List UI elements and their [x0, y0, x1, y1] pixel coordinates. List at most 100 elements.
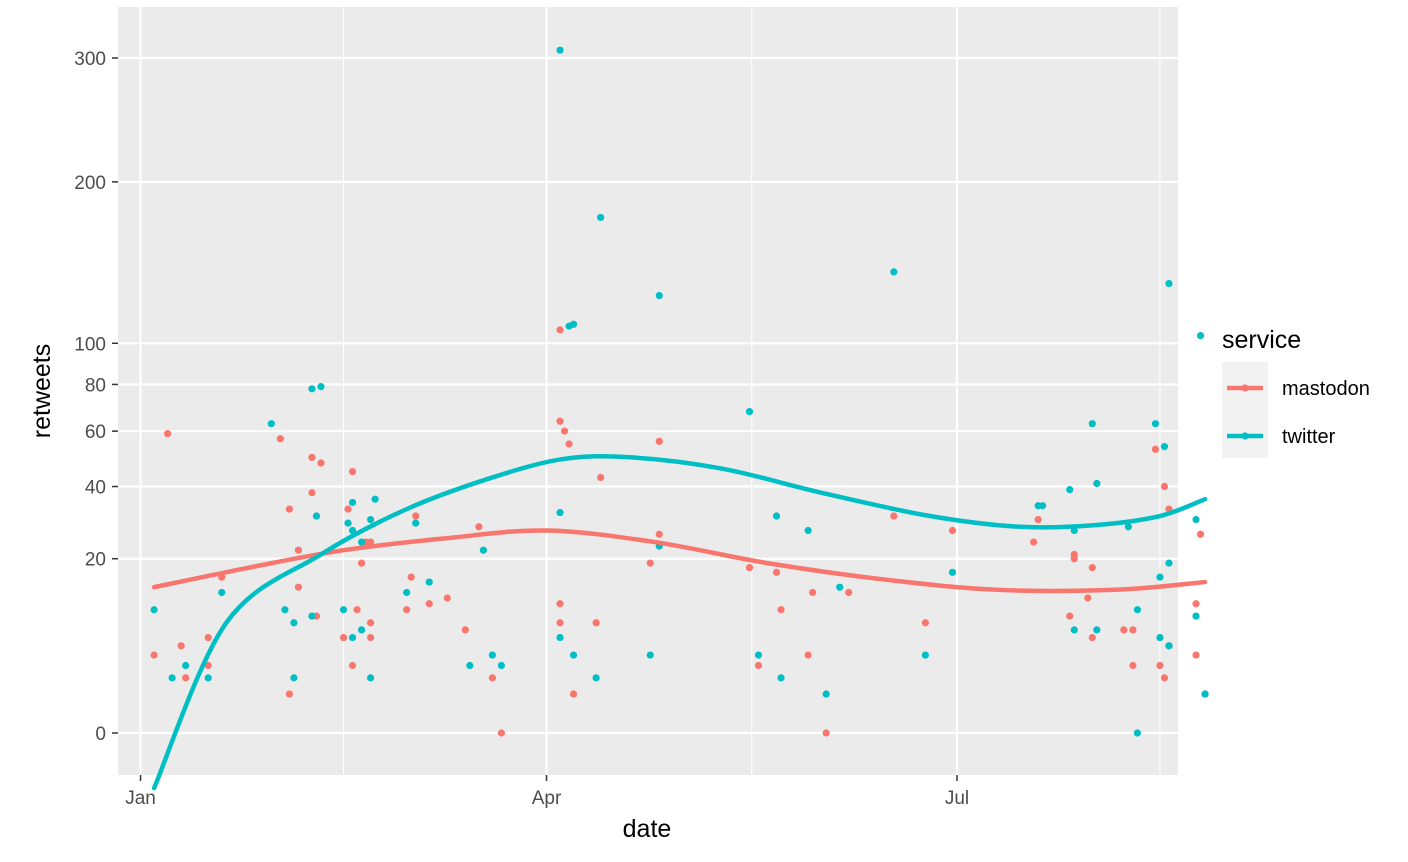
twitter-point	[312, 512, 321, 520]
twitter-point	[1160, 443, 1169, 451]
twitter-point	[267, 420, 275, 428]
mastodon-point	[845, 588, 853, 597]
twitter-point	[890, 268, 898, 276]
mastodon-point	[308, 489, 316, 497]
twitter-point	[317, 383, 325, 391]
twitter-point	[592, 674, 600, 682]
mastodon-point	[1192, 600, 1200, 608]
mastodon-point	[1088, 633, 1096, 642]
y-tick-label: 20	[85, 550, 106, 571]
mastodon-point	[655, 530, 663, 538]
mastodon-point	[560, 427, 569, 435]
twitter-point	[777, 674, 785, 682]
mastodon-point	[443, 594, 451, 602]
twitter-point	[290, 674, 298, 682]
minor-gridlines	[342, 7, 1161, 775]
mastodon-point	[1129, 661, 1137, 670]
mastodon-legend-point	[1241, 384, 1249, 392]
mastodon-point	[488, 674, 496, 682]
twitter-point	[836, 583, 844, 591]
mastodon-point	[285, 505, 294, 513]
mastodon-point	[285, 690, 294, 698]
mastodon-point	[366, 633, 375, 642]
twitter-point	[1192, 612, 1200, 620]
mastodon-point	[1196, 530, 1205, 538]
y-tick-label: 100	[74, 334, 106, 355]
x-tick-label: Jul	[945, 788, 969, 809]
mastodon-point	[1160, 482, 1169, 491]
twitter-point	[308, 612, 316, 620]
y-tick-label: 80	[85, 375, 106, 396]
twitter-point	[425, 578, 433, 586]
twitter-point	[1093, 626, 1101, 634]
y-axis: 0 20 40 60 80 100 200 300	[74, 49, 118, 745]
twitter-point	[466, 661, 474, 670]
twitter-point	[1156, 633, 1164, 642]
twitter-point	[150, 606, 158, 614]
mastodon-point	[348, 467, 357, 476]
mastodon-point	[921, 619, 930, 627]
twitter-point	[1088, 420, 1096, 428]
twitter-point	[218, 588, 226, 597]
y-axis-title: retweets	[28, 344, 56, 438]
twitter-point	[556, 633, 564, 642]
mastodon-point	[276, 435, 284, 443]
mastodon-point	[890, 512, 898, 520]
twitter-point	[1151, 420, 1160, 428]
x-axis: Jan Apr Jul	[125, 775, 969, 809]
mastodon-point	[339, 633, 348, 642]
mastodon-point	[556, 417, 564, 425]
twitter-point	[556, 508, 564, 517]
legend: service mastodon twitter	[1222, 326, 1370, 458]
twitter-point	[745, 408, 754, 416]
twitter-point	[204, 674, 212, 682]
data-points	[150, 46, 1209, 737]
mastodon-point	[1160, 674, 1169, 682]
twitter-point	[569, 651, 578, 659]
mastodon-point	[344, 505, 352, 513]
legend-title: service	[1222, 326, 1301, 354]
mastodon-point	[565, 440, 573, 448]
twitter-point	[348, 526, 357, 535]
twitter-point	[772, 512, 781, 520]
twitter-legend-point	[1241, 432, 1249, 440]
mastodon-legend-label: mastodon	[1282, 378, 1370, 400]
mastodon-point	[182, 674, 190, 682]
twitter-point	[1093, 479, 1101, 488]
twitter-point	[948, 568, 957, 576]
mastodon-point	[1070, 550, 1078, 559]
mastodon-point	[412, 512, 420, 520]
twitter-point	[357, 626, 366, 634]
y-tick-label: 40	[85, 478, 106, 499]
twitter-point	[344, 519, 352, 527]
mastodon-point	[1156, 661, 1164, 670]
twitter-point	[1124, 523, 1132, 531]
mastodon-point	[1129, 626, 1137, 634]
twitter-point	[412, 519, 420, 527]
twitter-point	[1039, 502, 1047, 510]
twitter-point	[168, 674, 176, 682]
twitter-point	[339, 606, 348, 614]
mastodon-point	[294, 546, 303, 554]
mastodon-point	[204, 661, 212, 670]
mastodon-point	[150, 651, 158, 659]
mastodon-point	[357, 559, 366, 567]
twitter-smooth-line	[151, 453, 1208, 791]
smooth-lines	[151, 453, 1208, 791]
twitter-point	[1165, 559, 1173, 567]
twitter-point	[569, 320, 578, 328]
x-axis-title: date	[623, 815, 672, 843]
twitter-point	[754, 651, 763, 659]
mastodon-point	[497, 729, 506, 737]
mastodon-point	[948, 526, 957, 535]
mastodon-point	[822, 729, 830, 737]
major-gridlines	[118, 7, 1178, 775]
mastodon-point	[461, 626, 469, 634]
mastodon-point	[804, 651, 812, 659]
mastodon-point	[425, 600, 433, 608]
twitter-point	[348, 633, 357, 642]
x-tick-label: Jan	[125, 788, 156, 809]
twitter-point	[1133, 729, 1142, 737]
x-tick-label: Apr	[532, 788, 562, 809]
y-tick-label: 60	[85, 422, 106, 443]
